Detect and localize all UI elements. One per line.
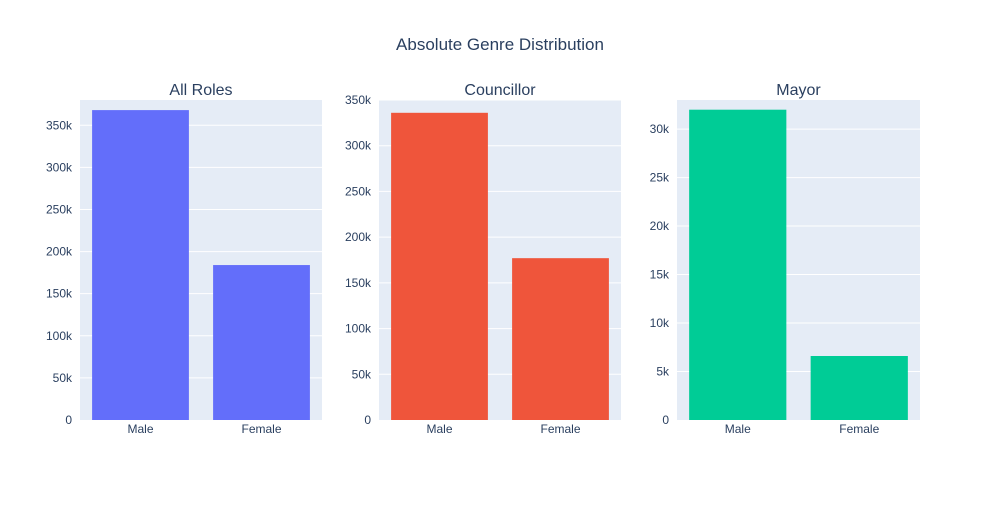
y-tick-label: 20k [650, 219, 670, 233]
bar-female [512, 258, 609, 420]
x-tick-label: Male [127, 422, 153, 436]
x-tick-label: Female [839, 422, 879, 436]
y-tick-label: 150k [46, 287, 73, 301]
y-tick-label: 0 [662, 413, 669, 427]
y-tick-label: 150k [345, 276, 372, 290]
subplot-1: 0 50k 100k 150k 200k 250k 300k 350k Male Female Al… [46, 82, 322, 436]
y-tick-label: 200k [46, 245, 73, 259]
subplot-title: Councillor [464, 82, 536, 99]
y-tick-label: 350k [46, 118, 73, 132]
y-tick-label: 250k [46, 202, 73, 216]
y-tick-label: 250k [345, 184, 372, 198]
y-tick-label: 50k [53, 371, 73, 385]
figure-title: Absolute Genre Distribution [396, 35, 604, 54]
bar-female [213, 265, 310, 420]
x-tick-label: Male [725, 422, 751, 436]
y-tick-label: 10k [650, 316, 670, 330]
y-tick-label: 350k [345, 93, 372, 107]
y-tick-label: 200k [345, 230, 372, 244]
bar-male [92, 110, 189, 421]
subplot-2: 0 50k 100k 150k 200k 250k 300k 350k Male Female Co… [345, 82, 621, 436]
y-tick-label: 0 [65, 413, 72, 427]
subplot-panels: 0 50k 100k 150k 200k 250k 300k 350k Male Female Al… [46, 82, 920, 436]
bar-female [810, 356, 908, 420]
y-tick-label: 30k [650, 122, 670, 136]
subplot-3: 0 5k 10k 15k 20k 25k 30k Male Female Mayor [650, 82, 920, 436]
y-tick-label: 0 [364, 413, 371, 427]
y-tick-label: 15k [650, 268, 670, 282]
y-tick-label: 50k [352, 367, 372, 381]
subplot-title: All Roles [169, 82, 232, 99]
x-tick-label: Female [241, 422, 281, 436]
x-tick-label: Female [540, 422, 580, 436]
y-tick-label: 5k [656, 365, 670, 379]
y-tick-label: 100k [46, 329, 73, 343]
subplot-title: Mayor [776, 82, 821, 99]
y-tick-label: 100k [345, 322, 372, 336]
x-tick-label: Male [426, 422, 452, 436]
bar-male [391, 112, 488, 421]
y-tick-label: 300k [46, 160, 73, 174]
y-tick-label: 25k [650, 171, 670, 185]
y-tick-label: 300k [345, 139, 372, 153]
bar-male [689, 109, 787, 421]
